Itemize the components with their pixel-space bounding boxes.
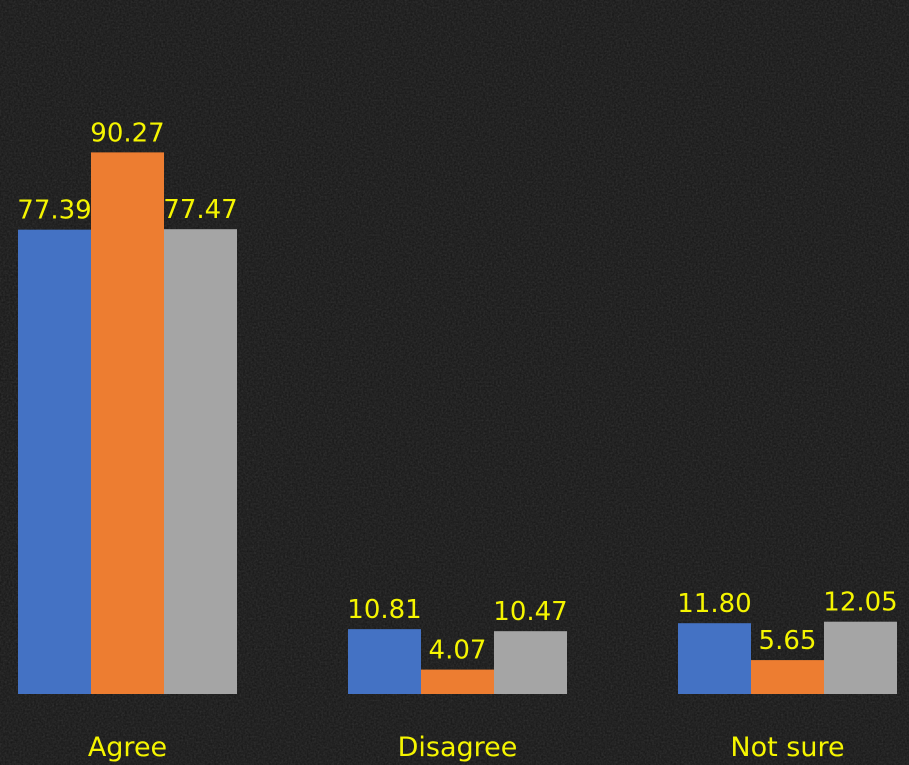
- bar-not-sure-series-1: [678, 623, 751, 694]
- data-label-agree-series-3: 77.47: [163, 195, 237, 225]
- category-label-disagree: Disagree: [398, 732, 518, 763]
- data-label-agree-series-1: 77.39: [17, 196, 91, 226]
- category-label-agree: Agree: [88, 732, 167, 763]
- bar-agree-series-3: [164, 229, 237, 694]
- bar-disagree-series-2: [421, 669, 494, 694]
- data-label-disagree-series-3: 10.47: [493, 597, 567, 627]
- bar-disagree-series-3: [494, 631, 567, 694]
- bar-agree-series-2: [91, 152, 164, 694]
- data-label-not-sure-series-2: 5.65: [759, 626, 817, 656]
- bar-disagree-series-1: [348, 629, 421, 694]
- category-label-not-sure: Not sure: [730, 732, 844, 763]
- category-axis: Agree Disagree Not sure: [88, 732, 845, 763]
- bar-not-sure-series-2: [751, 660, 824, 694]
- data-label-agree-series-2: 90.27: [90, 118, 164, 148]
- data-label-not-sure-series-1: 11.80: [677, 589, 751, 619]
- bars-layer: [18, 152, 897, 694]
- data-label-not-sure-series-3: 12.05: [823, 588, 897, 618]
- data-label-disagree-series-1: 10.81: [347, 595, 421, 625]
- bar-not-sure-series-3: [824, 621, 897, 694]
- data-label-disagree-series-2: 4.07: [429, 636, 487, 666]
- bar-agree-series-1: [18, 229, 91, 694]
